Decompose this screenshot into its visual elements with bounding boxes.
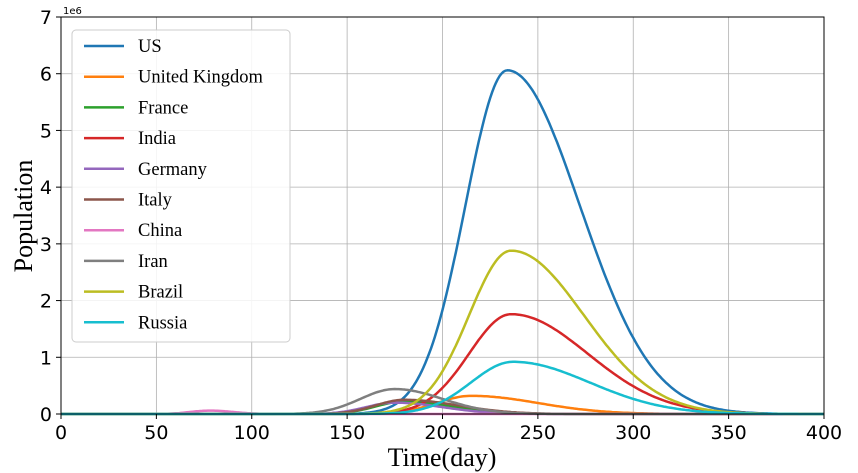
x-tick-label: 250: [520, 422, 556, 444]
legend: US United Kingdom France India Germany Italy C…: [71, 29, 291, 343]
x-tick-label: 200: [424, 422, 460, 444]
x-tick-label: 150: [329, 422, 365, 444]
y-tick-label: 3: [40, 234, 52, 256]
legend-label: Russia: [138, 313, 187, 333]
legend-label: France: [138, 98, 188, 118]
x-tick-label: 400: [806, 422, 842, 444]
legend-label: China: [138, 221, 182, 241]
y-tick-label: 5: [40, 120, 52, 142]
legend-label: Germany: [138, 160, 208, 180]
legend-label: Brazil: [138, 283, 183, 303]
legend-label: Italy: [138, 191, 173, 211]
y-axis-label: Population: [9, 160, 38, 273]
legend-label: Iran: [138, 252, 168, 272]
x-tick-label: 50: [144, 422, 168, 444]
y-tick-label: 6: [40, 64, 52, 86]
legend-label: United Kingdom: [138, 68, 263, 88]
x-tick-label: 350: [710, 422, 746, 444]
x-axis-label: Time(day): [388, 443, 497, 472]
x-axis-ticks: 0 50 100 150 200 250 300 350 400: [55, 414, 842, 444]
y-tick-label: 7: [40, 7, 52, 29]
y-axis-ticks: 0 1 2 3 4 5 6 7: [40, 7, 61, 426]
y-axis-multiplier: 1e6: [63, 6, 82, 17]
legend-label: India: [138, 129, 176, 149]
legend-box: [71, 29, 291, 343]
y-tick-label: 4: [40, 177, 52, 199]
y-tick-label: 2: [40, 291, 52, 313]
x-tick-label: 0: [55, 422, 67, 444]
y-tick-label: 1: [40, 347, 52, 369]
legend-label: US: [138, 37, 162, 57]
y-tick-label: 0: [40, 404, 52, 426]
x-tick-label: 100: [234, 422, 270, 444]
x-tick-label: 300: [615, 422, 651, 444]
